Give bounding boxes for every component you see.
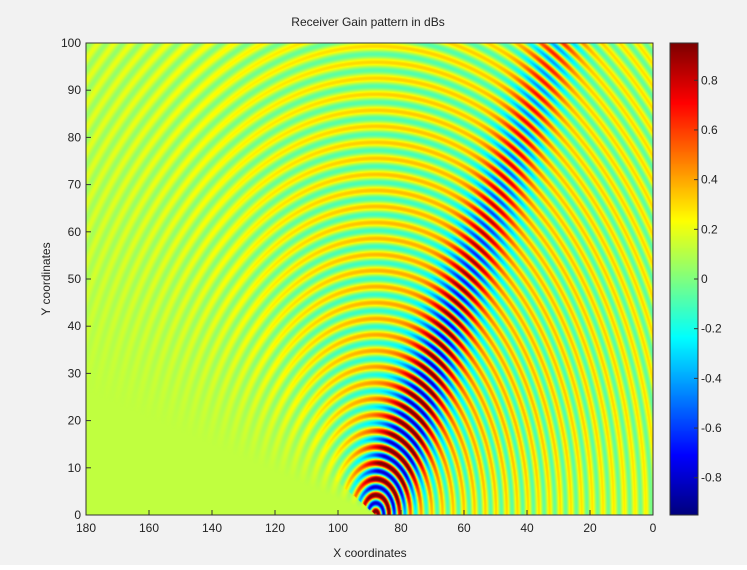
colorbar-tick-label: 0.2 [701,222,718,236]
colorbar-tick-label: 0 [701,272,708,286]
x-axis-label: X coordinates [333,546,406,560]
y-tick-label: 70 [68,178,82,192]
colorbar: -0.8 -0.6 -0.4 -0.2 0 0.2 0.4 0.6 0.8 [669,42,722,516]
y-tick-label: 80 [68,130,82,144]
y-axis-label: Y coordinates [39,242,53,315]
x-tick-label: 60 [457,521,471,535]
colorbar-tick-label: 0.6 [701,123,718,137]
colorbar-tick-label: -0.8 [701,471,722,485]
x-tick-label: 20 [583,521,597,535]
heatmap-image [86,43,653,515]
y-tick-label: 100 [61,36,81,50]
y-tick-label: 10 [68,461,82,475]
plot-area [85,42,654,516]
y-tick-label: 60 [68,225,82,239]
y-tick-label: 0 [74,508,81,522]
chart-title: Receiver Gain pattern in dBs [291,15,444,29]
colorbar-tick-label: 0.4 [701,173,718,187]
colorbar-tick-label: 0.8 [701,73,718,87]
x-tick-label: 100 [328,521,348,535]
colorbar-tick-label: -0.4 [701,371,722,385]
colorbar-tick-label: -0.6 [701,421,722,435]
y-tick-label: 50 [68,272,82,286]
y-tick-label: 30 [68,366,82,380]
colorbar-ticks: -0.8 -0.6 -0.4 -0.2 0 0.2 0.4 0.6 0.8 [694,73,722,485]
y-tick-label: 20 [68,414,82,428]
x-axis: 180 160 140 120 100 80 60 40 20 0 [76,510,657,535]
x-tick-label: 140 [202,521,222,535]
colorbar-gradient [670,43,698,515]
x-tick-label: 160 [139,521,159,535]
x-tick-label: 120 [265,521,285,535]
x-tick-label: 80 [394,521,408,535]
x-tick-label: 40 [520,521,534,535]
x-tick-label: 180 [76,521,96,535]
colorbar-tick-label: -0.2 [701,322,722,336]
y-axis: 0 10 20 30 40 50 60 70 80 90 100 [61,36,91,522]
y-tick-label: 40 [68,319,82,333]
y-tick-label: 90 [68,83,82,97]
x-tick-label: 0 [650,521,657,535]
